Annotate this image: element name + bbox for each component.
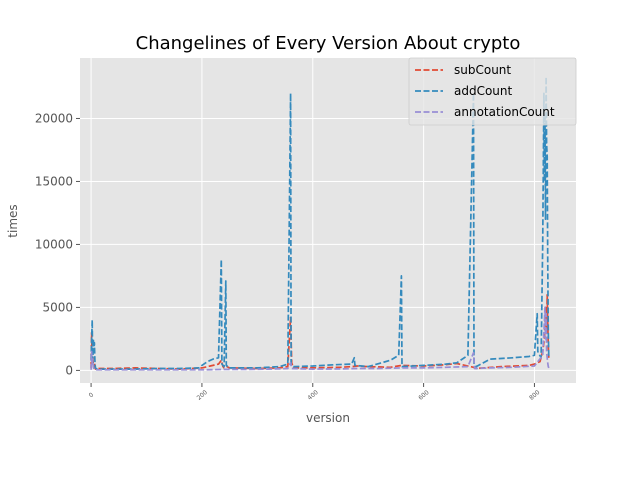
- y-axis-ticks: 0 5000 10000 15000 20000: [35, 111, 80, 377]
- series-line-annotationCount: [90, 306, 550, 371]
- x-tick-label: 200: [196, 389, 209, 402]
- legend-box: [408, 57, 577, 126]
- x-tick-label: 600: [417, 389, 430, 402]
- x-axis-ticks: 0 200 400 600 800: [88, 383, 542, 402]
- y-tick-label: 10000: [35, 237, 73, 251]
- x-tick-label: 400: [306, 389, 319, 402]
- x-tick-label: 800: [528, 389, 541, 402]
- y-tick-label: 20000: [35, 111, 73, 125]
- y-tick-label: 5000: [42, 300, 73, 314]
- y-axis-label: times: [6, 204, 20, 237]
- chart-title: Changelines of Every Version About crypt…: [136, 33, 521, 54]
- y-tick-label: 0: [65, 363, 73, 377]
- legend-label-subCount: subCount: [454, 63, 511, 77]
- series-layer: [90, 76, 550, 371]
- legend: subCount addCount annotationCount: [408, 57, 577, 126]
- x-tick-label: 0: [88, 391, 96, 399]
- legend-label-annotationCount: annotationCount: [454, 105, 555, 119]
- x-axis-label: version: [306, 411, 350, 425]
- legend-label-addCount: addCount: [454, 84, 513, 98]
- y-tick-label: 15000: [35, 174, 73, 188]
